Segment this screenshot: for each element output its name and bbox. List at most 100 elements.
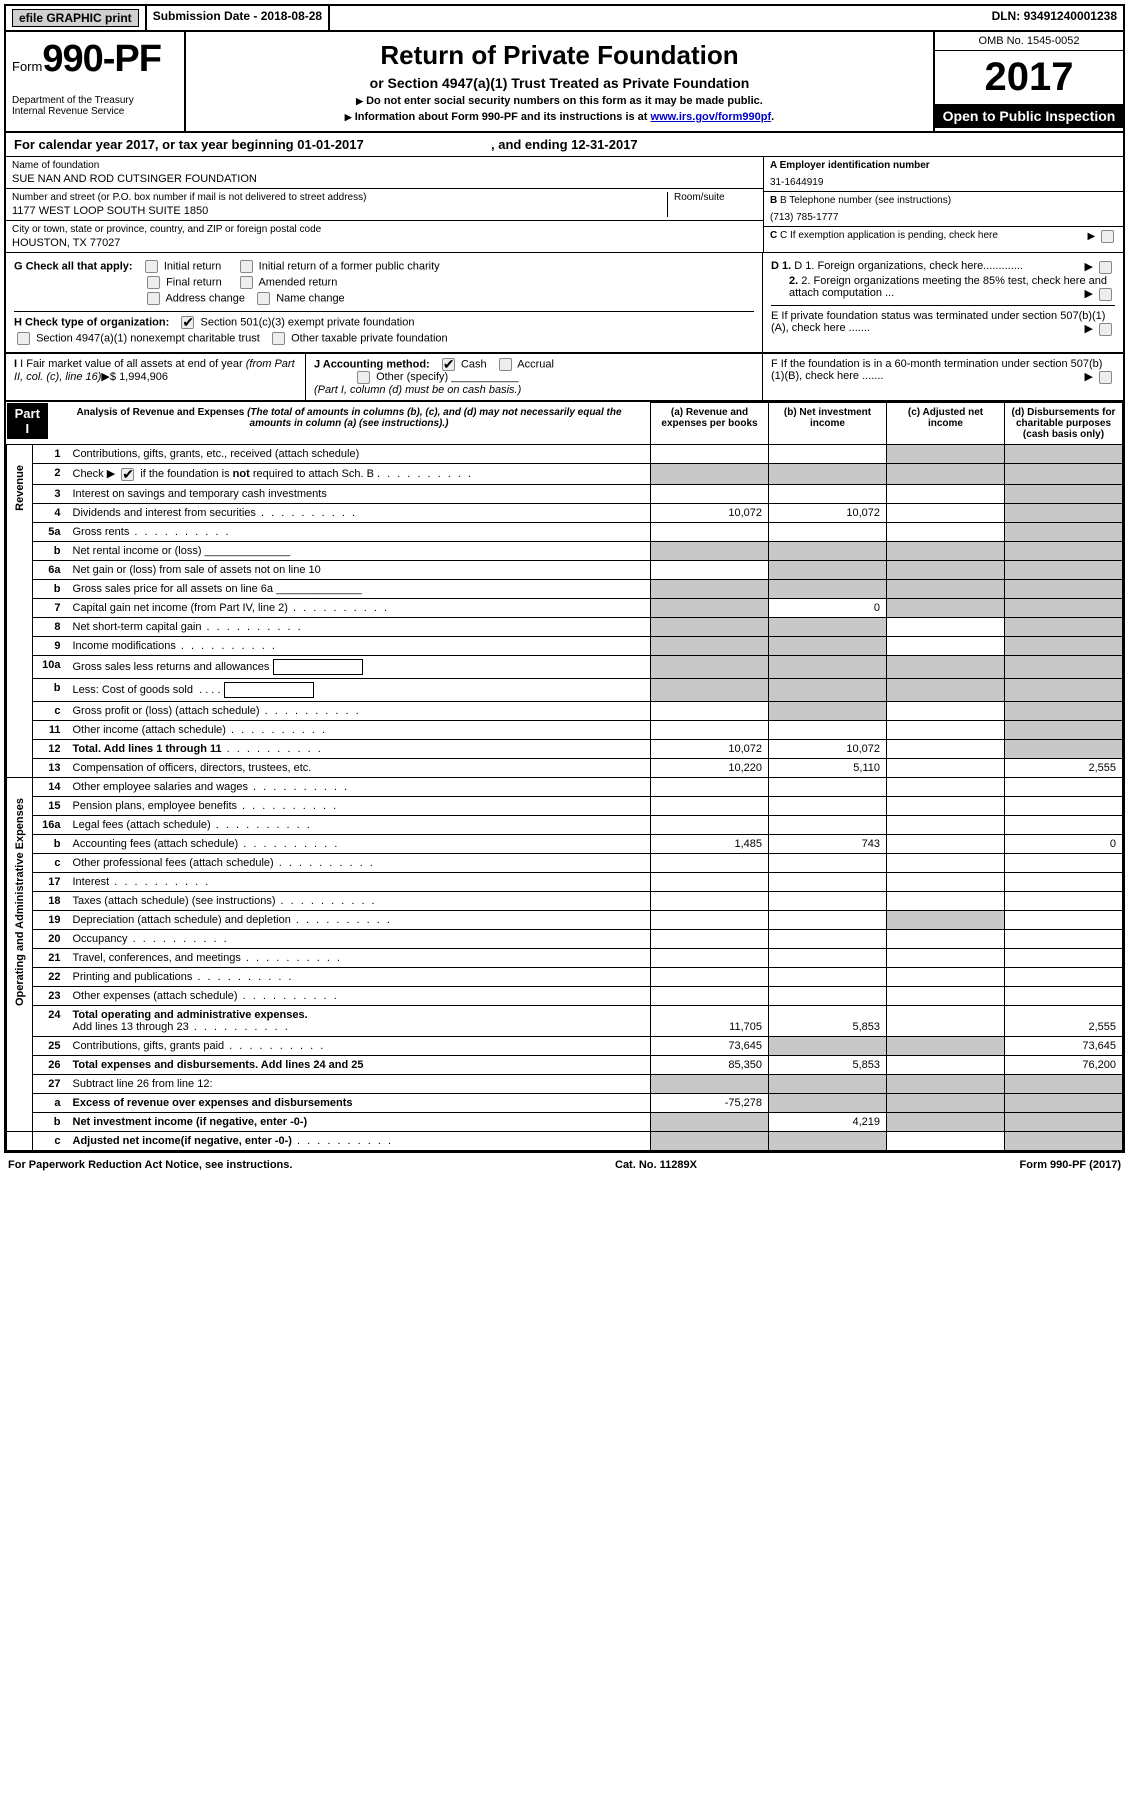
row-16b-b: 743 <box>769 834 887 853</box>
row-24-desc: Total operating and administrative expen… <box>67 1005 651 1036</box>
h-4947: Section 4947(a)(1) nonexempt charitable … <box>36 332 260 344</box>
j-accrual-checkbox[interactable] <box>499 358 512 371</box>
submission-date: 2018-08-28 <box>261 9 322 23</box>
row-27-desc: Subtract line 26 from line 12: <box>67 1074 651 1093</box>
row-13-a: 10,220 <box>651 758 769 777</box>
row-16a-desc: Legal fees (attach schedule) <box>67 815 651 834</box>
efile-print-button[interactable]: efile GRAPHIC print <box>12 9 139 27</box>
g-initial-former: Initial return of a former public charit… <box>259 260 440 272</box>
row-26-b: 5,853 <box>769 1055 887 1074</box>
g-final: Final return <box>166 276 222 288</box>
h-501c3: Section 501(c)(3) exempt private foundat… <box>200 316 414 328</box>
g-address-checkbox[interactable] <box>147 292 160 305</box>
exemption-pending-label: C C If exemption application is pending,… <box>770 230 998 241</box>
g-amended-checkbox[interactable] <box>240 276 253 289</box>
part-i-subtitle: (The total of amounts in columns (b), (c… <box>247 407 622 429</box>
instructions-link[interactable]: www.irs.gov/form990pf <box>651 111 772 123</box>
row-27b-b: 4,219 <box>769 1112 887 1131</box>
row-12-b: 10,072 <box>769 739 887 758</box>
address-label: Number and street (or P.O. box number if… <box>12 192 667 203</box>
row-27c-desc: Adjusted net income(if negative, enter -… <box>67 1131 651 1150</box>
j-note: (Part I, column (d) must be on cash basi… <box>314 384 521 396</box>
row-3-desc: Interest on savings and temporary cash i… <box>67 484 651 503</box>
row-1-desc: Contributions, gifts, grants, etc., rece… <box>67 445 651 464</box>
row-7-b: 0 <box>769 598 887 617</box>
row-24-d: 2,555 <box>1005 1005 1123 1036</box>
row-5a-desc: Gross rents <box>67 522 651 541</box>
row-4-a: 10,072 <box>651 503 769 522</box>
row-25-a: 73,645 <box>651 1036 769 1055</box>
footer-right: Form 990-PF (2017) <box>1020 1159 1121 1171</box>
row-17-desc: Interest <box>67 872 651 891</box>
row-24-b: 5,853 <box>769 1005 887 1036</box>
row-4-b: 10,072 <box>769 503 887 522</box>
row-19-desc: Depreciation (attach schedule) and deple… <box>67 910 651 929</box>
row-16b-d: 0 <box>1005 834 1123 853</box>
row-25-desc: Contributions, gifts, grants paid <box>67 1036 651 1055</box>
i-value: $ 1,994,906 <box>110 371 168 383</box>
j-label: J Accounting method: <box>314 358 430 370</box>
tax-year: 2017 <box>935 51 1123 104</box>
row-2-checkbox[interactable] <box>121 468 134 481</box>
row-20-desc: Occupancy <box>67 929 651 948</box>
part-i-badge: Part I <box>7 403 49 439</box>
dln-value: 93491240001238 <box>1024 9 1117 23</box>
exemption-pending-checkbox[interactable] <box>1101 230 1114 243</box>
f-checkbox[interactable] <box>1099 371 1112 384</box>
row-6b-desc: Gross sales price for all assets on line… <box>67 579 651 598</box>
dept-line-1: Department of the Treasury <box>12 95 178 106</box>
row-16b-a: 1,485 <box>651 834 769 853</box>
g-name-checkbox[interactable] <box>257 292 270 305</box>
row-25-d: 73,645 <box>1005 1036 1123 1055</box>
row-14-desc: Other employee salaries and wages <box>67 777 651 796</box>
ssn-note: Do not enter social security numbers on … <box>194 95 925 107</box>
form-title: Return of Private Foundation <box>194 40 925 71</box>
e-checkbox[interactable] <box>1099 323 1112 336</box>
col-a-header: (a) Revenue and expenses per books <box>651 403 769 445</box>
row-10b-desc: Less: Cost of goods sold . . . . <box>67 678 651 701</box>
h-other-checkbox[interactable] <box>272 332 285 345</box>
g-initial-return-checkbox[interactable] <box>145 260 158 273</box>
row-26-desc: Total expenses and disbursements. Add li… <box>67 1055 651 1074</box>
col-c-header: (c) Adjusted net income <box>887 403 1005 445</box>
dept-line-2: Internal Revenue Service <box>12 106 178 117</box>
d2-checkbox[interactable] <box>1099 288 1112 301</box>
row-27b-desc: Net investment income (if negative, ente… <box>67 1112 651 1131</box>
city-label: City or town, state or province, country… <box>12 224 757 235</box>
g-initial-former-checkbox[interactable] <box>240 260 253 273</box>
row-27a-a: -75,278 <box>651 1093 769 1112</box>
row-18-desc: Taxes (attach schedule) (see instruction… <box>67 891 651 910</box>
row-24-a: 11,705 <box>651 1005 769 1036</box>
row-5b-desc: Net rental income or (loss) ____________… <box>67 541 651 560</box>
g-final-checkbox[interactable] <box>147 276 160 289</box>
row-15-desc: Pension plans, employee benefits <box>67 796 651 815</box>
h-label: H Check type of organization: <box>14 316 169 328</box>
calendar-year-row: For calendar year 2017, or tax year begi… <box>6 133 1123 157</box>
j-cash-checkbox[interactable] <box>442 358 455 371</box>
d1-label: D 1. Foreign organizations, check here..… <box>794 260 1023 272</box>
j-other-checkbox[interactable] <box>357 371 370 384</box>
footer-left: For Paperwork Reduction Act Notice, see … <box>8 1159 292 1171</box>
h-501c3-checkbox[interactable] <box>181 316 194 329</box>
j-cash: Cash <box>461 358 487 370</box>
row-12-a: 10,072 <box>651 739 769 758</box>
row-4-desc: Dividends and interest from securities <box>67 503 651 522</box>
row-8-desc: Net short-term capital gain <box>67 617 651 636</box>
row-10c-desc: Gross profit or (loss) (attach schedule) <box>67 701 651 720</box>
row-21-desc: Travel, conferences, and meetings <box>67 948 651 967</box>
d1-checkbox[interactable] <box>1099 261 1112 274</box>
row-7-desc: Capital gain net income (from Part IV, l… <box>67 598 651 617</box>
footer-mid: Cat. No. 11289X <box>615 1159 697 1171</box>
d2-label: 2. Foreign organizations meeting the 85%… <box>789 275 1107 299</box>
row-22-desc: Printing and publications <box>67 967 651 986</box>
open-to-public: Open to Public Inspection <box>935 104 1123 128</box>
h-4947-checkbox[interactable] <box>17 332 30 345</box>
row-11-desc: Other income (attach schedule) <box>67 720 651 739</box>
g-name: Name change <box>276 292 345 304</box>
row-12-desc: Total. Add lines 1 through 11 <box>67 739 651 758</box>
h-other: Other taxable private foundation <box>291 332 448 344</box>
telephone-value: (713) 785-1777 <box>770 212 1117 223</box>
row-6a-desc: Net gain or (loss) from sale of assets n… <box>67 560 651 579</box>
ein-value: 31-1644919 <box>770 177 1117 188</box>
street-address: 1177 WEST LOOP SOUTH SUITE 1850 <box>12 205 667 217</box>
